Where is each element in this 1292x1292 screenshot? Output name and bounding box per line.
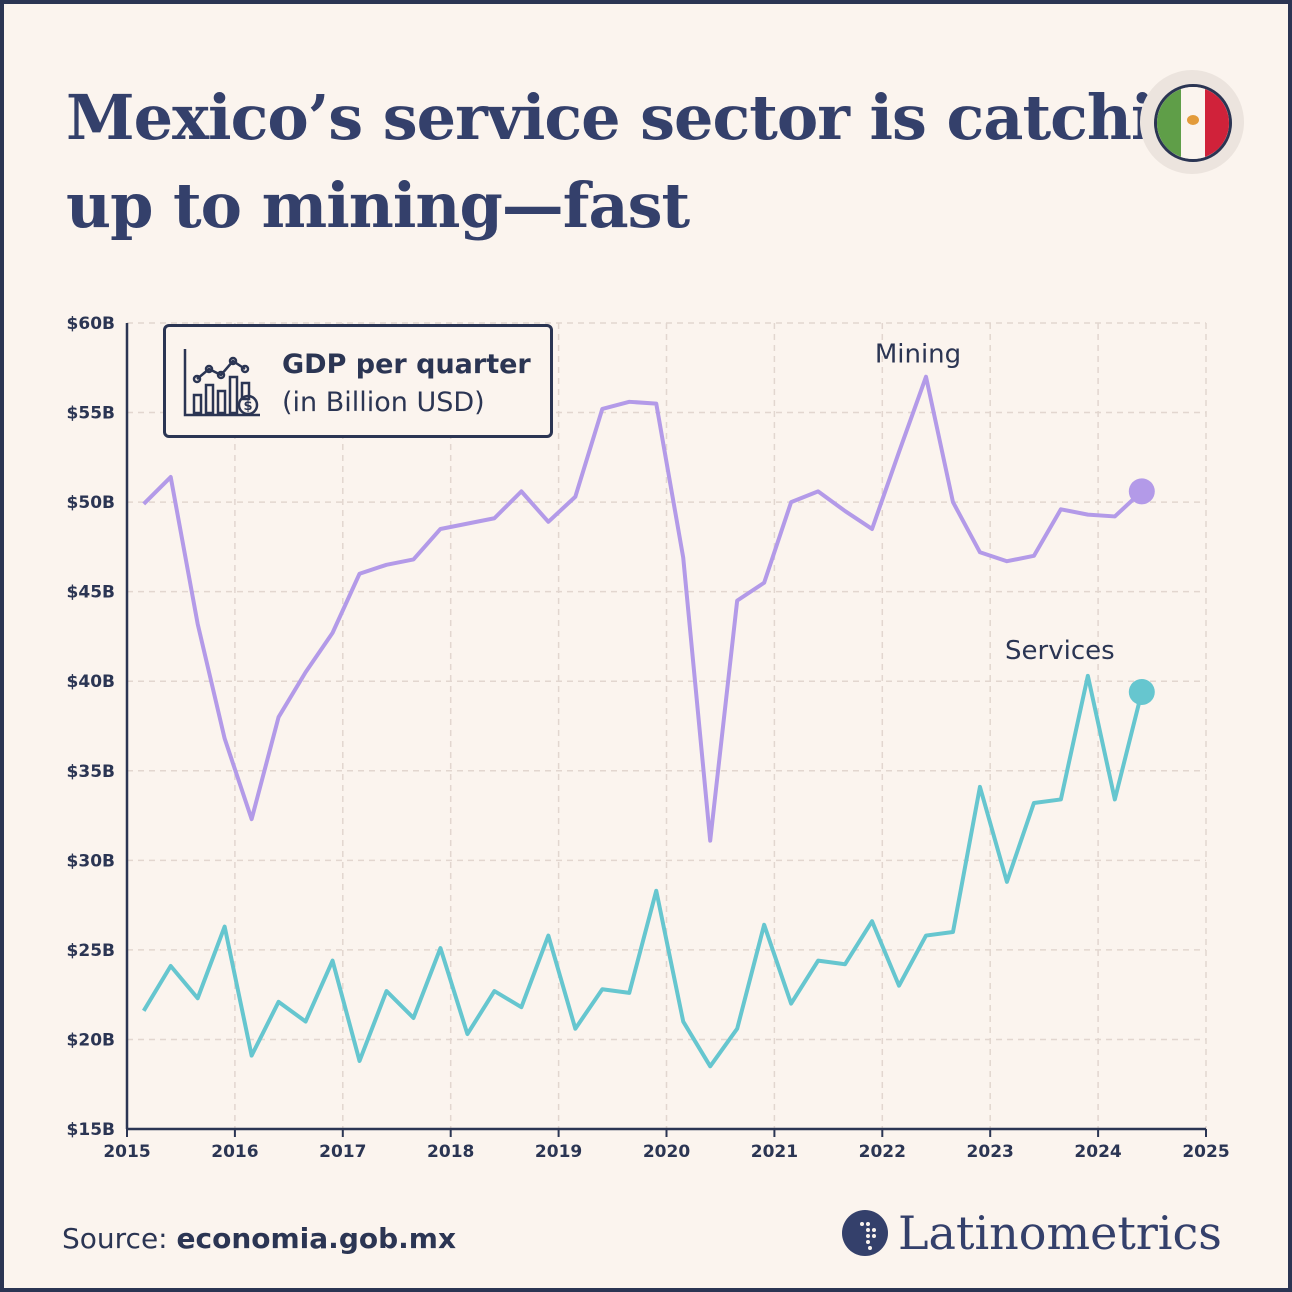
source-label: Source:	[62, 1222, 168, 1255]
brand-logo: Latinometrics	[840, 1206, 1222, 1260]
x-tick-label: 2018	[427, 1142, 474, 1162]
y-tick-label: $40B	[67, 672, 115, 692]
latinometrics-logo-icon	[842, 1210, 888, 1256]
y-tick-label: $15B	[67, 1120, 115, 1140]
series-label-mining: Mining	[875, 340, 961, 370]
x-tick-label: 2020	[643, 1142, 690, 1162]
y-tick-label: $30B	[67, 851, 115, 871]
y-tick-label: $35B	[67, 762, 115, 782]
mining-point	[1128, 478, 1155, 505]
mining-line	[142, 374, 1144, 843]
x-tick-label: 2025	[1182, 1142, 1229, 1162]
x-tick-label: 2023	[967, 1142, 1014, 1162]
y-tick-label: $55B	[67, 404, 115, 424]
y-tick-label: $25B	[67, 941, 115, 961]
x-tick-label: 2019	[535, 1142, 582, 1162]
page-title: Mexico’s service sector is catching up t…	[66, 81, 1241, 242]
brand-name: Latinometrics	[898, 1206, 1222, 1260]
y-tick-label: $60B	[67, 314, 115, 334]
x-tick-label: 2015	[103, 1142, 150, 1162]
infographic: Mexico’s service sector is catching up t…	[4, 4, 1288, 1288]
x-tick-label: 2021	[751, 1142, 798, 1162]
x-tick-label: 2024	[1074, 1142, 1121, 1162]
chart-legend: $ GDP per quarter (in Billion USD)	[163, 324, 553, 438]
y-tick-label: $50B	[67, 493, 115, 513]
y-tick-label: $45B	[67, 583, 115, 603]
x-tick-label: 2022	[859, 1142, 906, 1162]
services-point	[1128, 678, 1155, 705]
x-tick-label: 2017	[319, 1142, 366, 1162]
bar-chart-money-icon: $	[183, 349, 260, 417]
svg-text:$: $	[243, 399, 252, 414]
x-tick-label: 2016	[211, 1142, 258, 1162]
source-note: Source: economia.gob.mx	[62, 1222, 456, 1255]
legend-subtitle: (in Billion USD)	[282, 387, 485, 418]
mexico-flag-icon	[1140, 70, 1244, 174]
series-label-services: Services	[1005, 636, 1115, 666]
y-tick-label: $20B	[67, 1030, 115, 1050]
legend-title: GDP per quarter	[282, 349, 531, 380]
source-value: economia.gob.mx	[176, 1222, 457, 1255]
services-line	[142, 673, 1144, 1069]
